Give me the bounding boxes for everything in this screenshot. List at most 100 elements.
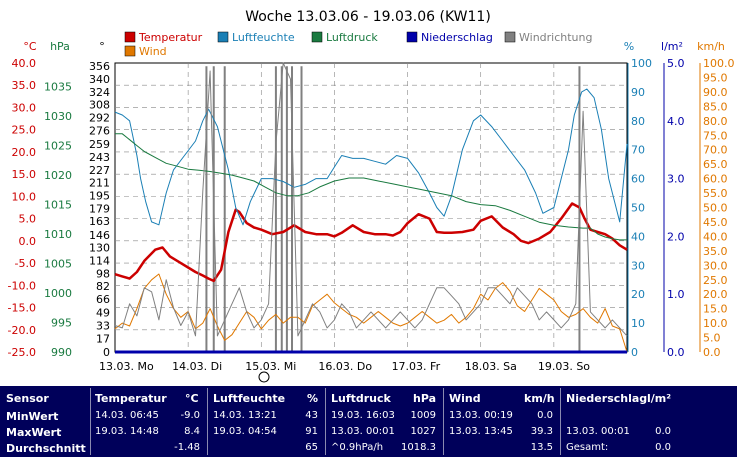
temperature-tick-label: -15.0 <box>8 302 36 315</box>
direction-tick-label: 33 <box>96 320 110 333</box>
direction-tick-label: 0 <box>103 346 110 359</box>
direction-tick-label: 49 <box>96 307 110 320</box>
humidity-tick-label: 70 <box>631 144 645 157</box>
stats-separator <box>443 388 444 455</box>
rain-total-value: 0.0 <box>655 442 671 453</box>
stats-row-label: MinWert <box>6 410 59 423</box>
wind-tick-label: 5.0 <box>703 332 721 345</box>
stats-header-rain-unit: l/m² <box>647 392 672 405</box>
direction-tick-label: 356 <box>89 60 110 73</box>
wind-tick-label: 35.0 <box>703 245 728 258</box>
direction-tick-label: 195 <box>89 189 110 202</box>
wind-tick-label: 70.0 <box>703 144 728 157</box>
stats-header-rain: Niederschlag <box>566 392 648 405</box>
pressure-trend: ^0.9hPa/h <box>331 442 384 453</box>
axis-unit-label: km/h <box>697 40 725 53</box>
pressure-tick-label: 1020 <box>44 169 72 182</box>
wind-tick-label: 20.0 <box>703 288 728 301</box>
direction-tick-label: 82 <box>96 280 110 293</box>
wind-tick-label: 0.0 <box>703 346 721 359</box>
stats-header-temperature: Temperatur <box>95 392 167 405</box>
legend-label: Luftfeuchte <box>232 31 295 44</box>
legend-label: Niederschlag <box>421 31 493 44</box>
humidity-min-time: 14.03. 13:21 <box>213 410 277 421</box>
temperature-tick-label: 30.0 <box>12 101 37 114</box>
legend-swatch <box>124 45 136 57</box>
direction-tick-label: 114 <box>89 254 110 267</box>
pressure-tick-label: 1025 <box>44 140 72 153</box>
temperature-tick-label: -10.0 <box>8 279 36 292</box>
series-line-luftfeuchte <box>114 88 628 226</box>
humidity-tick-label: 50 <box>631 202 645 215</box>
wind-tick-label: 85.0 <box>703 100 728 113</box>
wind-tick-label: 60.0 <box>703 173 728 186</box>
humidity-avg-value: 65 <box>305 442 318 453</box>
wind-max-time: 13.03. 13:45 <box>449 426 513 437</box>
direction-tick-label: 211 <box>89 177 110 190</box>
stats-separator <box>90 388 91 455</box>
wind-tick-label: 15.0 <box>703 303 728 316</box>
stats-row-label: Durchschnitt <box>6 442 86 455</box>
temperature-tick-label: 25.0 <box>12 124 37 137</box>
wind-tick-label: 45.0 <box>703 216 728 229</box>
axis-unit-label: % <box>624 40 634 53</box>
pressure-tick-label: 1015 <box>44 199 72 212</box>
direction-tick-label: 98 <box>96 267 110 280</box>
axis-unit-label: l/m² <box>661 40 683 53</box>
pressure-tick-label: 990 <box>51 346 72 359</box>
temperature-tick-label: -5.0 <box>15 257 36 270</box>
temperature-tick-label: 40.0 <box>12 57 37 70</box>
wind-max-value: 39.3 <box>530 426 553 437</box>
stats-header-pressure: Luftdruck <box>331 392 391 405</box>
direction-tick-label: 276 <box>89 124 110 137</box>
statistics-panel: Sensor Temperatur °C Luftfeuchte % Luftd… <box>0 386 737 457</box>
x-tick-label: 14.03. Di <box>172 360 222 373</box>
pressure-tick-label: 1000 <box>44 287 72 300</box>
direction-tick-label: 308 <box>89 99 110 112</box>
pressure-tick-label: 1035 <box>44 81 72 94</box>
wind-min-time: 13.03. 00:19 <box>449 410 513 421</box>
legend-swatch <box>406 31 418 43</box>
legend-swatch <box>504 31 516 43</box>
wind-tick-label: 50.0 <box>703 202 728 215</box>
x-tick-label: 17.03. Fr <box>392 360 441 373</box>
temperature-tick-label: 0.0 <box>19 235 37 248</box>
stats-header-humidity-unit: % <box>307 392 319 405</box>
direction-tick-label: 17 <box>96 332 110 345</box>
legend-swatch <box>124 31 136 43</box>
pressure-avg-value: 1018.3 <box>401 442 436 453</box>
x-tick-label: 19.03. So <box>538 360 590 373</box>
rain-tick-label: 5.0 <box>667 57 685 70</box>
humidity-tick-label: 0 <box>631 346 638 359</box>
wind-tick-label: 55.0 <box>703 187 728 200</box>
wind-tick-label: 30.0 <box>703 259 728 272</box>
pressure-min-time: 19.03. 16:03 <box>331 410 395 421</box>
x-tick-label: 15.03. Mi <box>245 360 296 373</box>
humidity-tick-label: 20 <box>631 288 645 301</box>
humidity-tick-label: 30 <box>631 259 645 272</box>
humidity-min-value: 43 <box>305 410 318 421</box>
pressure-tick-label: 1005 <box>44 258 72 271</box>
direction-tick-label: 259 <box>89 138 110 151</box>
axis-unit-label: hPa <box>50 40 70 53</box>
stats-header-wind-unit: km/h <box>524 392 555 405</box>
direction-tick-label: 66 <box>96 293 110 306</box>
humidity-max-value: 91 <box>305 426 318 437</box>
legend-swatch <box>217 31 229 43</box>
stats-row-max: MaxWert 19.03. 14:48 8.4 19.03. 04:54 91… <box>0 426 737 442</box>
x-tick-label: 13.03. Mo <box>99 360 154 373</box>
stats-separator <box>325 388 326 455</box>
direction-tick-label: 340 <box>89 73 110 86</box>
chart-title: Woche 13.03.06 - 19.03.06 (KW11) <box>245 9 491 25</box>
wind-tick-label: 65.0 <box>703 158 728 171</box>
stats-header-temperature-unit: °C <box>185 392 199 405</box>
stats-separator <box>207 388 208 455</box>
direction-tick-label: 163 <box>89 215 110 228</box>
legend-swatch <box>311 31 323 43</box>
direction-tick-label: 292 <box>89 112 110 125</box>
stats-header-humidity: Luftfeuchte <box>213 392 286 405</box>
plot-area <box>114 62 628 353</box>
temperature-tick-label: 35.0 <box>12 79 37 92</box>
legend-label: Luftdruck <box>326 31 378 44</box>
humidity-tick-label: 10 <box>631 317 645 330</box>
